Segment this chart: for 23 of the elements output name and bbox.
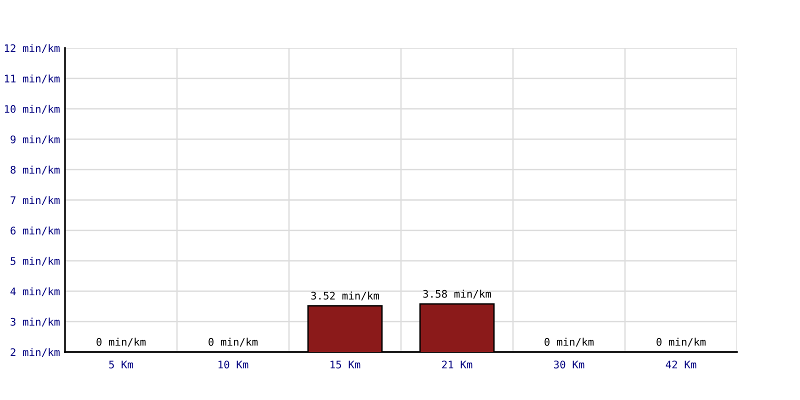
y-tick-label: 3 min/km bbox=[10, 318, 60, 327]
y-tick-label: 11 min/km bbox=[4, 74, 60, 84]
text: 0 min/km bbox=[208, 338, 258, 347]
text: 0 min/km bbox=[96, 338, 146, 347]
y-tick-label: 12 min/km bbox=[4, 44, 60, 53]
y-tick-label: 8 min/km bbox=[10, 166, 60, 175]
x-tick-label: 10 Km bbox=[218, 360, 248, 368]
x-tick-label: 15 Km bbox=[330, 360, 360, 368]
y-tick-label: 4 min/km bbox=[10, 287, 60, 296]
y-tick-label: 9 min/km bbox=[10, 135, 60, 144]
x-tick-label: 5 Km bbox=[109, 360, 134, 368]
x-tick-label: 30 Km bbox=[554, 360, 584, 368]
data-label: 3.52 min/km bbox=[311, 292, 379, 300]
x-tick-label: 42 Km bbox=[666, 360, 696, 368]
x-tick-label: 21 Km bbox=[442, 360, 472, 368]
text: 0 min/km bbox=[656, 338, 706, 347]
y-tick-label: 6 min/km bbox=[10, 226, 60, 236]
data-label: 3.58 min/km bbox=[423, 290, 491, 299]
y-tick-label: 5 min/km bbox=[10, 256, 60, 266]
y-tick-label: 10 min/km bbox=[4, 104, 60, 114]
y-tick-label: 2 min/km bbox=[10, 348, 60, 357]
text: 0 min/km bbox=[544, 338, 594, 347]
y-tick-label: 7 min/km bbox=[10, 196, 60, 205]
